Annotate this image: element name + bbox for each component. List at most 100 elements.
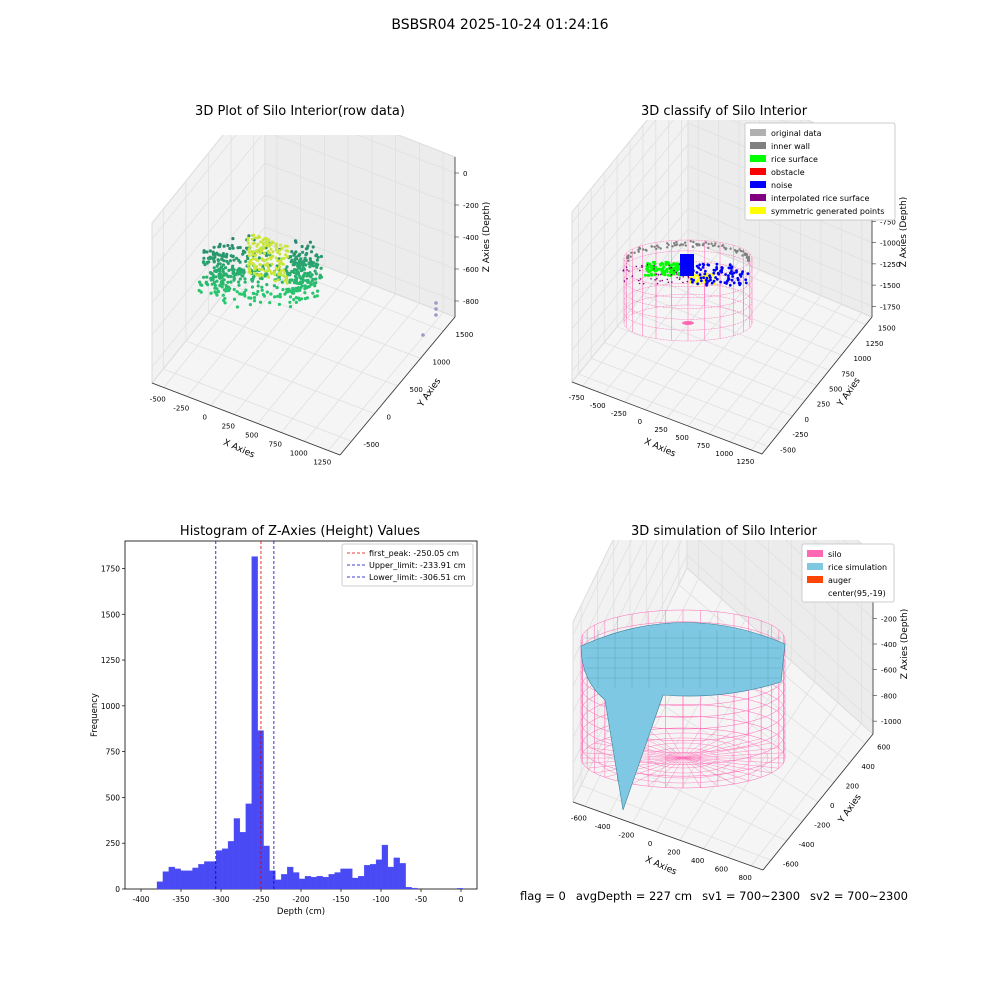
p2-class-point [649, 266, 653, 269]
plot4-3d-simulation: -600 -400 -200 0 200 400 600 800 -600 -400 -200 0 20… [571, 540, 910, 880]
p2-class-point [707, 263, 711, 267]
p2-class-point [656, 277, 658, 280]
p2-x-tick: 250 [654, 426, 667, 434]
p1-point [236, 246, 240, 250]
p1-point [269, 272, 273, 276]
p4-legend-label: rice simulation [828, 563, 887, 572]
p2-grid-y [578, 373, 769, 447]
p1-point [303, 287, 307, 291]
histogram-bar [216, 850, 223, 890]
p2-class-point [663, 273, 667, 277]
p1-point [247, 250, 251, 254]
p1-point [232, 287, 236, 292]
p2-inner-wall-point [683, 241, 687, 244]
histogram-bar [210, 861, 217, 890]
p2-inner-wall-point [655, 247, 658, 251]
y-tick-label: 500 [106, 793, 121, 802]
p4-y-tick: 0 [830, 802, 834, 810]
p2-inner-wall-point [707, 242, 710, 246]
p1-point [211, 250, 215, 254]
p1-point [232, 278, 236, 282]
p1-point [274, 242, 278, 246]
p2-class-point [725, 280, 729, 283]
p2-inner-wall-point [735, 251, 738, 254]
p1-point [222, 254, 226, 258]
p1-point [261, 238, 265, 242]
p1-point [294, 240, 298, 244]
p1-point [256, 289, 260, 294]
sv2-text: sv2 = 700~2300 [810, 889, 908, 903]
p2-class-point [641, 266, 643, 268]
p2-x-tick: 750 [697, 442, 710, 450]
p4-y-axis [762, 733, 874, 871]
p2-inner-wall-point [723, 246, 726, 249]
histogram-bar [381, 844, 389, 890]
p2-inner-wall-point [717, 245, 720, 248]
p2-inner-wall-point [747, 258, 750, 262]
p1-point [247, 247, 251, 251]
p1-point [297, 259, 302, 263]
p1-point [220, 276, 224, 280]
p1-point [316, 289, 320, 293]
p1-point [266, 257, 269, 261]
p1-point [269, 247, 273, 251]
p2-class-point [666, 273, 670, 277]
histogram-bar [304, 876, 312, 890]
histogram-bar [227, 841, 235, 890]
p1-point [272, 270, 276, 274]
p1-point [294, 296, 298, 300]
p1-grid-z [151, 162, 456, 304]
p1-point [311, 291, 315, 295]
p2-grid-y [591, 357, 781, 432]
p1-point [260, 288, 264, 292]
plot4-title: 3D simulation of Silo Interior [631, 524, 817, 539]
p2-silo-center [682, 321, 694, 325]
p1-point [256, 250, 260, 254]
p4-x-tick: 0 [648, 840, 652, 848]
p4-x-axis [572, 801, 764, 871]
p1-point [256, 259, 259, 263]
p2-legend-swatch [750, 181, 766, 188]
p2-z-label: Z Axies (Depth) [899, 197, 909, 268]
avg-depth-text: avgDepth = 227 cm [575, 889, 693, 903]
p1-point [313, 269, 317, 273]
p1-point [278, 292, 282, 296]
p2-y-tick: -250 [792, 431, 808, 439]
p1-point [211, 252, 215, 256]
p2-y-tick: 1000 [853, 355, 871, 363]
p2-inner-wall-point [673, 241, 676, 245]
plot2-3d-classify: -750-500-250025050075010001250-500-25002… [569, 120, 909, 466]
p1-point [296, 286, 300, 290]
p1-point [310, 261, 314, 265]
p2-grid-y [642, 294, 830, 371]
p1-point [218, 253, 222, 257]
histogram-legend-label: first_peak: -250.05 cm [369, 549, 459, 558]
p1-point [216, 258, 220, 262]
p1-point [301, 274, 306, 278]
p1-point [238, 277, 242, 281]
p2-class-point [676, 276, 678, 279]
p1-point [280, 246, 284, 250]
p2-grid-z [571, 186, 873, 330]
p1-point [226, 243, 230, 248]
p1-point [218, 262, 222, 266]
p2-class-point [730, 272, 734, 276]
p1-grid-y [185, 340, 375, 414]
p2-class-point [682, 281, 684, 284]
p2-inner-wall-point [696, 244, 699, 247]
y-tick-label: 250 [106, 839, 121, 848]
p2-legend-label: interpolated rice surface [771, 194, 869, 203]
histogram-bar [411, 887, 418, 890]
p2-class-point [693, 274, 697, 277]
p2-z-tick: -1750 [880, 303, 900, 311]
p2-inner-wall-point [740, 249, 743, 253]
p1-point [244, 259, 248, 263]
p2-class-point [662, 265, 666, 269]
plot2-title: 3D classify of Silo Interior [640, 104, 808, 119]
histogram-bar [298, 878, 306, 890]
p1-point [222, 278, 226, 282]
p2-grid-y [681, 247, 867, 325]
p2-class-point [741, 270, 744, 274]
p1-point [314, 277, 318, 281]
p1-point [299, 297, 304, 301]
